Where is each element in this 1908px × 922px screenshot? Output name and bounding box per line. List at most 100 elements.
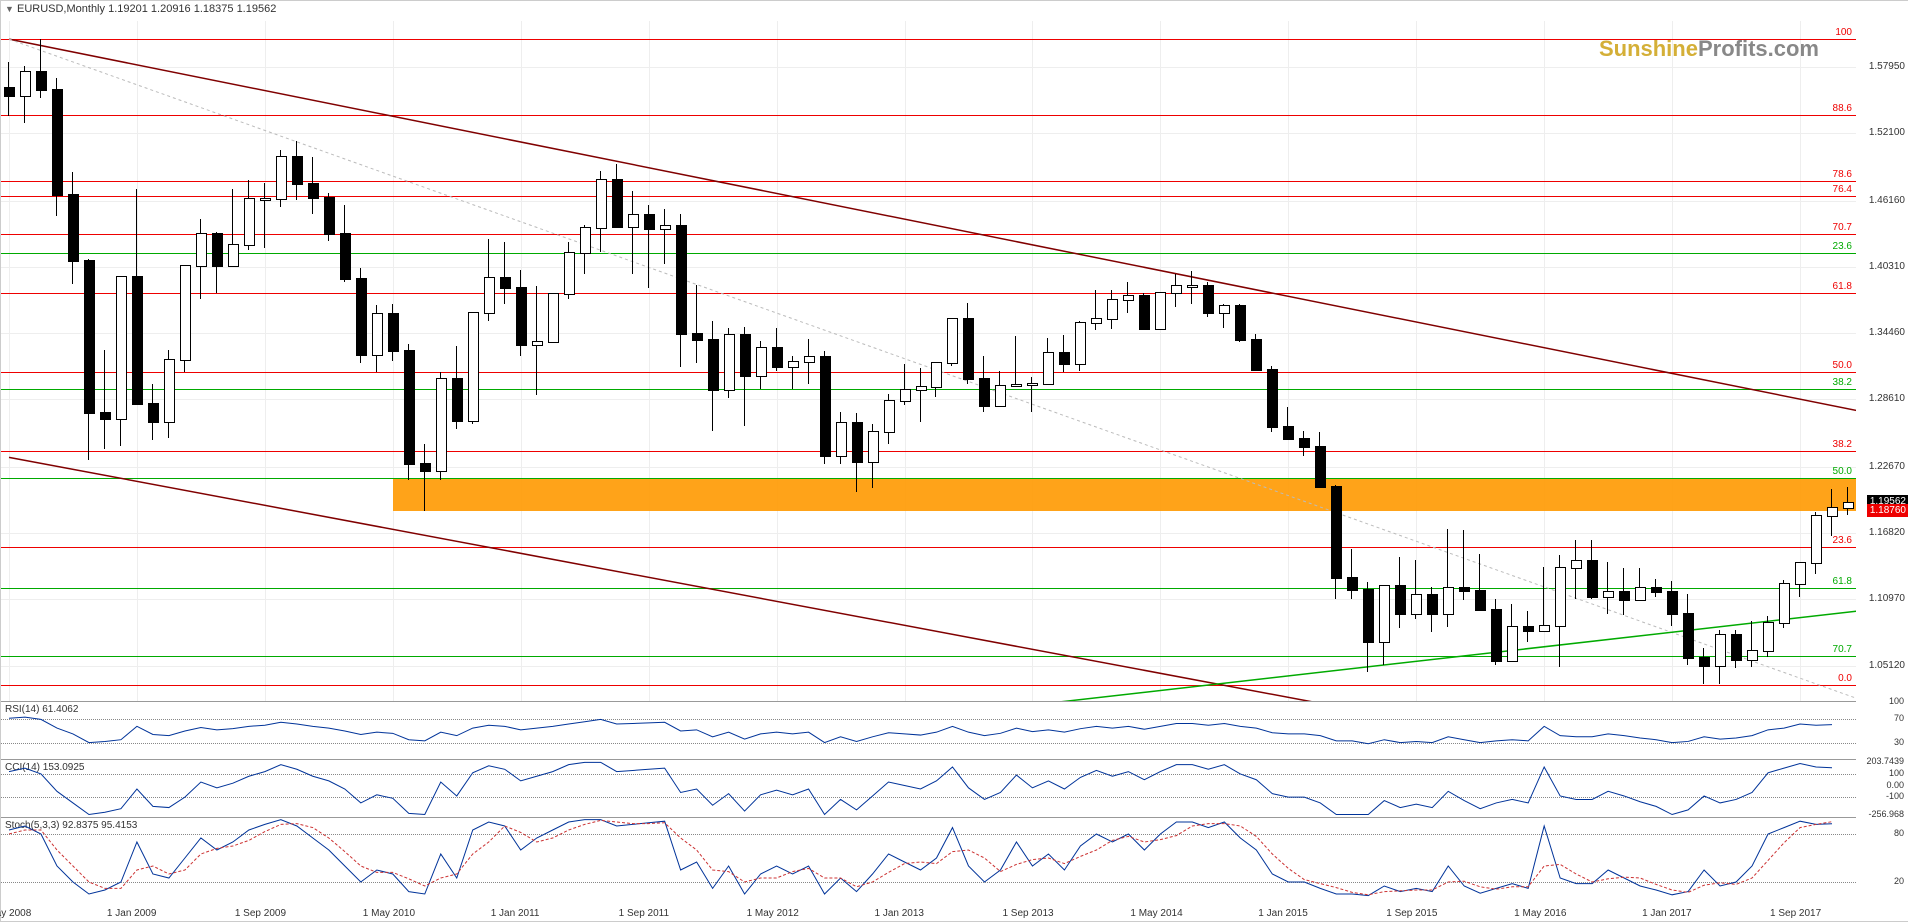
candle — [1699, 21, 1709, 701]
candle — [436, 21, 446, 701]
indicator-tick: 203.7439 — [1866, 756, 1904, 766]
candle — [1475, 21, 1485, 701]
candle — [852, 21, 862, 701]
candle — [740, 21, 750, 701]
candle — [1507, 21, 1517, 701]
time-tick: 1 May 2010 — [363, 908, 415, 919]
candle — [1443, 21, 1453, 701]
price-tick: 1.10970 — [1869, 593, 1905, 604]
stoch-panel[interactable]: Stoch(5,3,3) 92.8375 95.4153 8020 — [1, 817, 1856, 898]
ohlc-c: 1.19562 — [237, 3, 277, 15]
candle — [340, 21, 350, 701]
candle — [564, 21, 574, 701]
candle — [276, 21, 286, 701]
candle — [1811, 21, 1821, 701]
price-tick: 1.22670 — [1869, 461, 1905, 472]
candle — [1043, 21, 1053, 701]
candle — [1315, 21, 1325, 701]
candle — [1251, 21, 1261, 701]
chart-container: ▼ EURUSD,Monthly 1.19201 1.20916 1.18375… — [0, 0, 1908, 922]
candle — [644, 21, 654, 701]
ohlc-o: 1.19201 — [108, 3, 148, 15]
candle — [884, 21, 894, 701]
candle — [1587, 21, 1597, 701]
candle — [20, 21, 30, 701]
candle — [1827, 21, 1837, 701]
candle — [1379, 21, 1389, 701]
candle — [68, 21, 78, 701]
candle — [868, 21, 878, 701]
candle — [1011, 21, 1021, 701]
candle — [484, 21, 494, 701]
candle — [995, 21, 1005, 701]
candle — [1091, 21, 1101, 701]
candle — [404, 21, 414, 701]
candle — [1123, 21, 1133, 701]
candle — [260, 21, 270, 701]
candle — [500, 21, 510, 701]
candle — [931, 21, 941, 701]
price-chart[interactable]: 10088.678.676.470.761.850.038.223.60.023… — [1, 21, 1856, 702]
price-tick: 1.40310 — [1869, 261, 1905, 272]
collapse-icon[interactable]: ▼ — [5, 4, 14, 14]
candle — [132, 21, 142, 701]
candle — [1395, 21, 1405, 701]
time-tick: 1 Sep 2011 — [619, 908, 669, 919]
ohlc-h: 1.20916 — [151, 3, 191, 15]
candle — [180, 21, 190, 701]
ohlc-l: 1.18375 — [194, 3, 234, 15]
candle — [244, 21, 254, 701]
candle — [772, 21, 782, 701]
candle — [1187, 21, 1197, 701]
candle — [1619, 21, 1629, 701]
indicator-tick: 100 — [1889, 768, 1904, 778]
candle — [36, 21, 46, 701]
candle — [1683, 21, 1693, 701]
candle — [308, 21, 318, 701]
candle — [724, 21, 734, 701]
candle — [1059, 21, 1069, 701]
candle — [1411, 21, 1421, 701]
cci-panel[interactable]: CCI(14) 153.0925 203.74391000.00-100-256… — [1, 759, 1856, 818]
candle — [1539, 21, 1549, 701]
candle — [452, 21, 462, 701]
candle — [660, 21, 670, 701]
candle — [1155, 21, 1165, 701]
candle — [1283, 21, 1293, 701]
indicator-tick: -100 — [1886, 791, 1904, 801]
candle — [692, 21, 702, 701]
candle — [1203, 21, 1213, 701]
candle — [1331, 21, 1341, 701]
candle — [1763, 21, 1773, 701]
candle — [836, 21, 846, 701]
indicator-tick: 100 — [1889, 696, 1904, 706]
price-badge: 1.18760 — [1867, 504, 1908, 517]
candle — [1427, 21, 1437, 701]
candle — [420, 21, 430, 701]
price-tick: 1.52100 — [1869, 127, 1905, 138]
candle — [1027, 21, 1037, 701]
candle — [1571, 21, 1581, 701]
candle — [100, 21, 110, 701]
price-tick: 1.57950 — [1869, 61, 1905, 72]
candle — [788, 21, 798, 701]
candle — [1139, 21, 1149, 701]
candle — [900, 21, 910, 701]
indicator-tick: 80 — [1894, 828, 1904, 838]
candle — [388, 21, 398, 701]
candle — [1747, 21, 1757, 701]
candle — [596, 21, 606, 701]
chart-header: ▼ EURUSD,Monthly 1.19201 1.20916 1.18375… — [5, 3, 276, 15]
candle — [548, 21, 558, 701]
candle — [612, 21, 622, 701]
candle — [628, 21, 638, 701]
candle — [1219, 21, 1229, 701]
candle — [979, 21, 989, 701]
candle — [52, 21, 62, 701]
time-tick: 1 May 2012 — [747, 908, 799, 919]
candle — [1235, 21, 1245, 701]
indicator-tick: 30 — [1894, 737, 1904, 747]
candle — [820, 21, 830, 701]
symbol: EURUSD,Monthly — [17, 3, 105, 15]
rsi-panel[interactable]: RSI(14) 61.4062 1007030 — [1, 701, 1856, 760]
